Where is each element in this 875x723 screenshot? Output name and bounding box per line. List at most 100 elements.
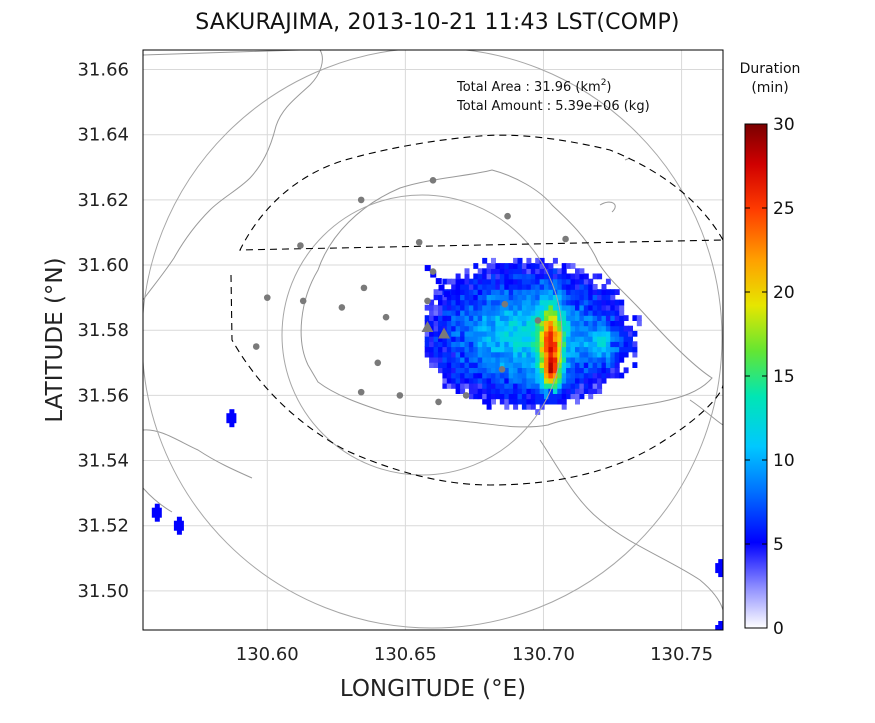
ash-cell: [504, 289, 510, 295]
ash-cell: [526, 356, 532, 363]
ash-cell: [566, 289, 572, 295]
ash-cell: [544, 284, 549, 290]
ash-cell: [464, 304, 470, 311]
ash-cell: [521, 377, 527, 384]
ash-cell: [486, 372, 492, 379]
ash-cell: [455, 289, 461, 295]
ash-cell: [455, 330, 461, 337]
crater-triangle: [438, 327, 451, 339]
ash-cell: [499, 304, 505, 311]
ash-cell: [486, 362, 492, 368]
ash-cell: [557, 273, 563, 280]
ash-cell: [619, 372, 625, 379]
ash-cell: [499, 289, 505, 295]
ash-cell: [566, 336, 572, 342]
colorbar-tick-label: 5: [773, 535, 784, 555]
ash-cell: [535, 409, 541, 415]
ash-cell: [539, 273, 545, 280]
ash-cell: [592, 330, 598, 337]
ash-cell: [495, 273, 501, 280]
ash-cell: [482, 299, 488, 306]
ash-cell: [530, 377, 536, 384]
ash-cell: [433, 325, 439, 332]
ash-cell: [482, 257, 488, 264]
ash-cell: [464, 284, 470, 290]
ash-cell: [544, 372, 549, 379]
ash-cell: [526, 388, 532, 394]
ash-cell: [521, 310, 527, 316]
total-area-value: Total Area : 31.96: [456, 80, 571, 95]
ash-cell: [619, 346, 625, 353]
ash-cell: [486, 299, 492, 306]
ash-cell: [588, 351, 594, 358]
ash-cell: [561, 289, 567, 295]
crater-triangle: [421, 320, 434, 332]
ash-cell: [491, 351, 496, 358]
ash-cell: [504, 362, 510, 368]
ash-cell: [570, 304, 576, 311]
ash-cell: [473, 372, 479, 379]
ash-cell: [424, 336, 430, 342]
station-marker: [374, 359, 382, 367]
ash-cell: [477, 330, 483, 337]
ash-cell: [610, 304, 616, 311]
ash-cell: [473, 336, 479, 342]
ash-cell: [495, 336, 501, 342]
ash-cell: [597, 341, 603, 348]
ash-cell: [508, 367, 514, 374]
ash-cell: [513, 304, 519, 311]
y-tick-label: 31.52: [77, 516, 129, 537]
analysis-boundary: [230, 134, 723, 486]
ash-cell: [455, 351, 461, 358]
ash-cell: [446, 304, 452, 311]
ash-cell: [575, 294, 580, 301]
ash-cell: [464, 299, 470, 306]
ash-cell: [605, 325, 611, 332]
ash-cell: [482, 383, 488, 389]
ash-cell: [486, 393, 492, 400]
ash-cell: [566, 310, 572, 316]
ash-cell: [486, 377, 492, 384]
ash-cell: [548, 263, 554, 269]
ash-cell: [521, 356, 527, 363]
ash-cell: [592, 372, 598, 379]
ash-cell: [583, 278, 589, 285]
ash-cell: [482, 278, 488, 285]
ash-cell: [473, 367, 479, 374]
ash-cell: [455, 304, 461, 311]
ash-cell: [508, 273, 514, 280]
ash-cell: [517, 383, 523, 389]
ash-cell: [552, 383, 558, 389]
ash-cell: [561, 362, 567, 368]
ash-cell: [526, 398, 532, 405]
ash-cell: [557, 362, 563, 368]
ash-cell: [583, 362, 589, 368]
ash-cell: [468, 336, 474, 342]
ash-fall-cells: [151, 257, 723, 630]
ash-cell: [583, 388, 589, 394]
ash-cell: [579, 362, 585, 368]
ash-cell: [628, 336, 633, 342]
ash-cell: [504, 304, 510, 311]
ash-cell: [575, 393, 580, 400]
ash-cell: [561, 393, 567, 400]
ash-cell: [605, 278, 611, 285]
ash-cell: [451, 377, 457, 384]
ash-cell: [601, 320, 607, 327]
ash-cell: [491, 257, 496, 264]
ash-cell: [557, 372, 563, 379]
ash-cell: [442, 383, 448, 389]
ash-cell: [597, 362, 603, 368]
ash-cell: [513, 257, 519, 264]
ash-cell: [486, 268, 492, 275]
station-marker: [562, 235, 569, 243]
ash-cell: [446, 294, 452, 301]
ash-cell: [610, 294, 616, 301]
ash-cell: [530, 278, 536, 285]
ash-cell: [446, 377, 452, 384]
ash-cell: [597, 310, 603, 316]
ash-cell: [526, 325, 532, 332]
ash-cell: [583, 336, 589, 342]
ash-cell: [504, 310, 510, 316]
ash-cell: [548, 383, 554, 389]
